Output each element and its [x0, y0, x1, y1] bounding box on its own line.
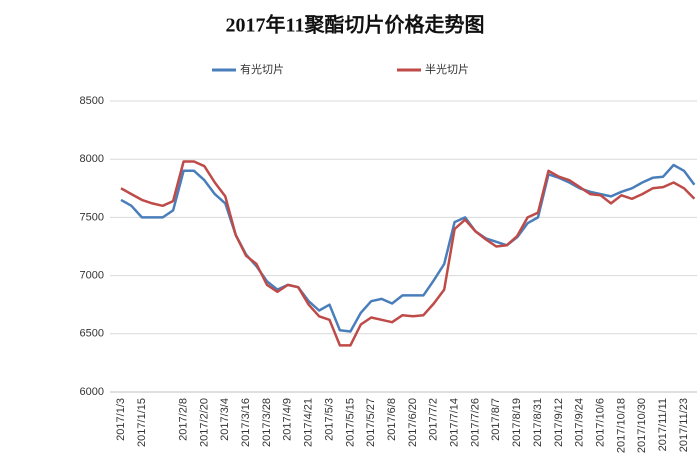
y-tick-label: 8500 [80, 95, 104, 107]
x-tick-label: 2017/8/31 [532, 398, 544, 447]
x-tick-label: 2017/4/9 [282, 398, 294, 441]
x-tick-label: 2017/2/8 [177, 398, 189, 441]
x-tick-label: 2017/7/2 [428, 398, 440, 441]
y-tick-label: 6000 [80, 386, 104, 398]
x-tick-label: 2017/5/15 [344, 398, 356, 447]
x-tick-label: 2017/6/20 [407, 398, 419, 447]
chart-title: 2017年11聚酯切片价格走势图 [226, 13, 485, 37]
y-tick-label: 7000 [80, 270, 104, 282]
x-tick-label: 2017/3/28 [261, 398, 273, 447]
x-tick-label: 2017/10/6 [594, 398, 606, 447]
x-tick-label: 2017/10/30 [636, 398, 648, 453]
x-tick-label: 2017/4/21 [303, 398, 315, 447]
x-tick-label: 2017/2/20 [198, 398, 210, 447]
x-tick-label: 2017/8/19 [511, 398, 523, 447]
x-tick-label: 2017/9/12 [553, 398, 565, 447]
y-tick-label: 8000 [80, 153, 104, 165]
x-tick-label: 2017/10/18 [615, 398, 627, 453]
y-tick-label: 6500 [80, 328, 104, 340]
x-tick-label: 2017/6/8 [386, 398, 398, 441]
x-tick-label: 2017/11/23 [678, 398, 690, 452]
x-tick-label: 2017/5/3 [323, 398, 335, 441]
x-tick-label: 2017/9/24 [574, 398, 586, 447]
series-line [120, 163, 696, 333]
x-tick-label: 2017/3/4 [219, 398, 231, 441]
x-tick-label: 2017/7/14 [449, 398, 461, 447]
series-line [120, 160, 696, 347]
x-tick-label: 2017/1/15 [136, 398, 148, 447]
legend-label: 半光切片 [425, 62, 469, 76]
x-tick-label: 2017/1/3 [115, 398, 127, 441]
x-tick-label: 2017/3/16 [240, 398, 252, 447]
x-tick-label: 2017/5/27 [365, 398, 377, 447]
x-tick-label: 2017/8/7 [490, 398, 502, 441]
y-tick-label: 7500 [80, 211, 104, 223]
legend-label: 有光切片 [240, 62, 284, 76]
x-tick-label: 2017/11/11 [657, 398, 669, 451]
x-tick-label: 2017/7/26 [469, 398, 481, 447]
